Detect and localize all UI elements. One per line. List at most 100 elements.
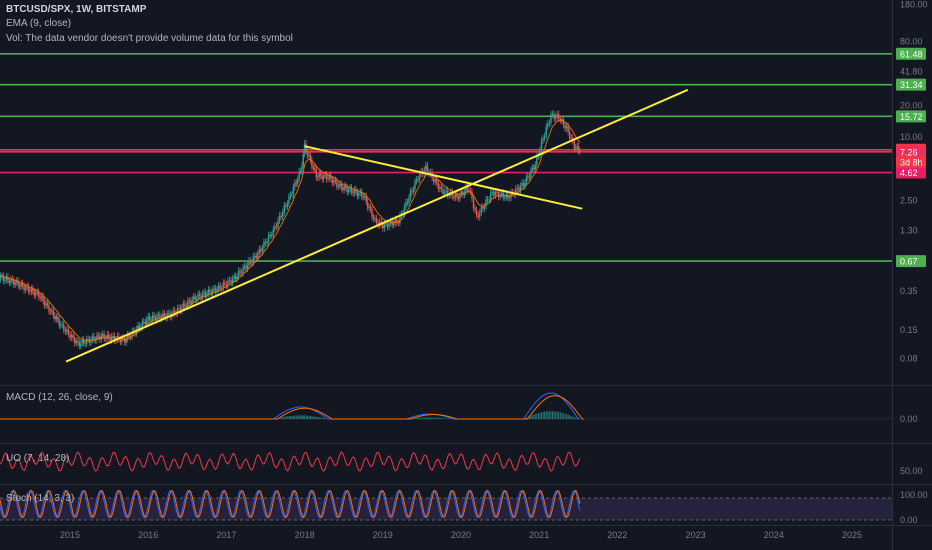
candle-body xyxy=(39,297,41,299)
candle-body xyxy=(355,189,357,192)
candle-body xyxy=(104,338,107,340)
candle-body xyxy=(23,285,25,290)
candle-body xyxy=(440,187,443,190)
candle-body xyxy=(385,223,387,225)
macd-histogram-bar xyxy=(289,416,291,419)
candle-body xyxy=(374,218,376,220)
candle-body xyxy=(184,303,186,307)
candle-body xyxy=(214,288,217,293)
countdown-badge xyxy=(896,155,926,168)
candle-body xyxy=(252,256,254,263)
stoch-legend: Stoch (14, 3, 3) xyxy=(6,493,75,504)
candle-body xyxy=(403,206,406,214)
macd-histogram-bar xyxy=(318,417,320,419)
candle-body xyxy=(269,235,271,237)
candle-body xyxy=(261,248,264,252)
candle-body xyxy=(451,191,454,197)
candle-body xyxy=(150,319,152,321)
candle-body xyxy=(258,249,260,255)
candle-body xyxy=(530,170,532,177)
macd-histogram-bar xyxy=(531,415,533,419)
candle-body xyxy=(163,313,166,317)
candle-body xyxy=(35,292,37,296)
candle-body xyxy=(528,176,531,178)
macd-histogram-bar xyxy=(301,415,303,419)
candle-body xyxy=(274,226,276,230)
candle-body xyxy=(334,180,337,182)
candle-body xyxy=(264,242,267,244)
macd-histogram-bar xyxy=(425,417,427,419)
candle-body xyxy=(249,260,252,263)
macd-histogram-bar xyxy=(292,415,294,419)
price-tick-label: 0.15 xyxy=(900,325,918,335)
price-tick-label: 10.00 xyxy=(900,132,923,142)
candle-body xyxy=(194,296,196,300)
candle-body xyxy=(436,179,438,184)
candle-body xyxy=(237,271,240,277)
candle-body xyxy=(321,176,323,180)
candle-body xyxy=(396,219,398,223)
candle-body xyxy=(278,215,281,221)
macd-histogram-bar xyxy=(576,418,578,419)
candle-body xyxy=(368,207,370,209)
candle-body xyxy=(437,183,440,189)
candle-body xyxy=(298,171,300,179)
candle-body xyxy=(275,226,278,228)
macd-histogram-bar xyxy=(570,415,572,419)
candle-body xyxy=(306,151,309,156)
candle-body xyxy=(504,197,506,199)
macd-histogram-bar xyxy=(420,417,422,419)
candle-body xyxy=(263,242,265,249)
candle-body xyxy=(94,340,97,342)
price-tick-label: 41.80 xyxy=(900,66,923,76)
macd-histogram-bar xyxy=(417,417,419,419)
candle-body xyxy=(344,186,347,188)
candle-body xyxy=(198,294,201,296)
candle-body xyxy=(525,176,528,183)
candle-body xyxy=(317,177,319,179)
macd-histogram-bar xyxy=(525,417,527,419)
candle-body xyxy=(417,179,419,181)
candle-body xyxy=(66,329,68,332)
candle-body xyxy=(181,307,183,311)
candle-body xyxy=(172,310,174,315)
candle-body xyxy=(576,146,578,148)
candle-body xyxy=(339,183,341,186)
macd-histogram-bar xyxy=(551,411,553,419)
price-tick-label: 20.00 xyxy=(900,100,923,110)
candle-body xyxy=(429,172,432,174)
macd-histogram-bar xyxy=(573,417,575,419)
macd-histogram-bar xyxy=(442,418,444,419)
macd-histogram-bar xyxy=(302,415,304,419)
candle-body xyxy=(308,154,310,156)
candle-body xyxy=(227,280,229,286)
candle-body xyxy=(462,191,464,195)
candle-body xyxy=(302,153,304,166)
candle-body xyxy=(486,199,489,201)
candle-body xyxy=(157,314,160,317)
trendline xyxy=(304,145,583,210)
candle-body xyxy=(69,334,71,338)
candle-body xyxy=(213,288,215,290)
candle-body xyxy=(289,195,292,197)
candle-body xyxy=(551,114,554,116)
macd-histogram-bar xyxy=(323,418,325,419)
candle-body xyxy=(575,147,577,149)
candle-body xyxy=(256,254,259,259)
macd-histogram-bar xyxy=(285,416,287,419)
candle-body xyxy=(255,255,257,259)
macd-histogram-bar xyxy=(537,413,539,419)
candle-body xyxy=(61,324,63,326)
candle-body xyxy=(73,338,76,344)
candle-body xyxy=(362,196,364,198)
candle-body xyxy=(479,212,481,218)
candle-body xyxy=(156,316,158,321)
candle-body xyxy=(327,177,329,179)
candle-body xyxy=(204,292,207,296)
candle-body xyxy=(288,196,290,204)
candle-body xyxy=(40,296,43,299)
stoch-d-line xyxy=(0,489,581,519)
macd-histogram-bar xyxy=(300,415,302,419)
macd-histogram-bar xyxy=(445,418,447,419)
